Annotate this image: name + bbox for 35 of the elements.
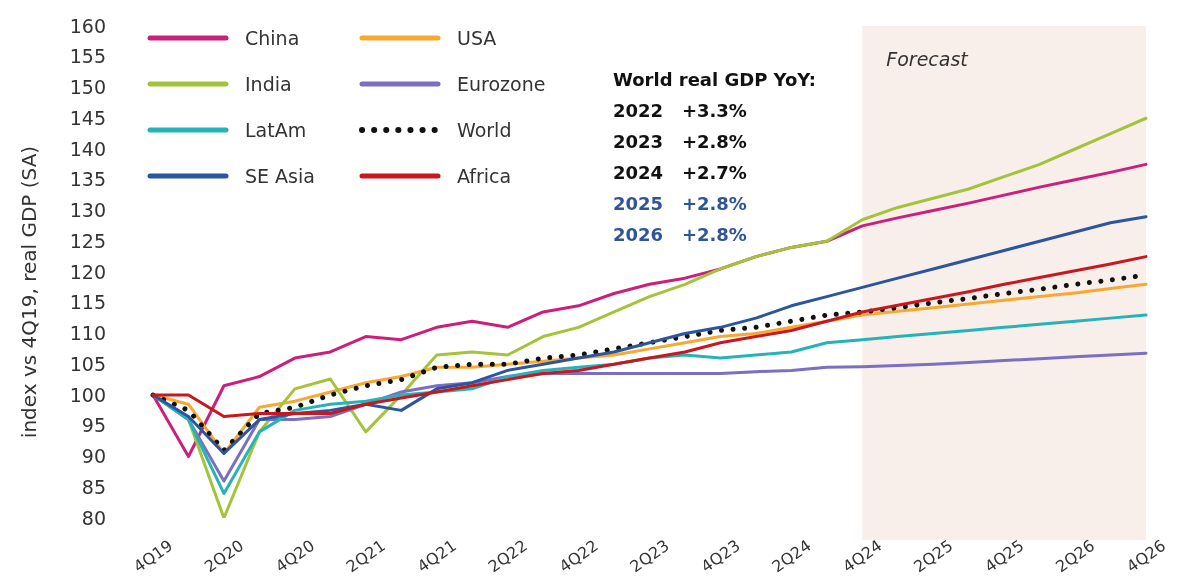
y-tick-label: 160 [69, 14, 106, 37]
y-tick-label: 155 [69, 45, 106, 68]
y-tick-label: 150 [69, 76, 106, 99]
legend-label: Africa [457, 164, 512, 187]
legend-label: India [245, 72, 292, 95]
legend-label: LatAm [245, 118, 307, 141]
y-tick-label: 140 [69, 137, 106, 160]
annotation: World real GDP YoY: [613, 69, 817, 90]
legend-label: USA [457, 26, 497, 49]
line-series [151, 215, 1148, 455]
annotation: 2024 +2.7% [613, 162, 747, 183]
annotation: 2026 +2.8% [613, 224, 747, 245]
y-tick-label: 80 [81, 506, 106, 529]
y-tick-label: 125 [69, 229, 106, 252]
legend-label: SE Asia [245, 164, 315, 187]
y-tick-label: 90 [81, 445, 106, 468]
legend-label: China [245, 26, 300, 49]
y-tick-label: 105 [69, 352, 106, 375]
band-label: Forecast [886, 48, 970, 70]
y-tick-label: 115 [69, 291, 106, 314]
y-tick-label: 135 [69, 168, 106, 191]
y-axis-title: index vs 4Q19, real GDP (SA) [17, 145, 41, 439]
y-tick-label: 120 [69, 260, 106, 283]
y-tick-label: 95 [81, 414, 106, 437]
line-series [151, 255, 1148, 419]
y-tick-label: 130 [69, 199, 106, 222]
legend-label: Eurozone [457, 72, 546, 95]
y-tick-label: 85 [81, 475, 106, 498]
annotation: 2023 +2.8% [613, 131, 747, 152]
legend-label: World [457, 118, 512, 141]
y-tick-label: 110 [69, 322, 106, 345]
y-tick-label: 145 [69, 106, 106, 129]
annotation: 2025 +2.8% [613, 193, 747, 214]
annotation: 2022 +3.3% [613, 100, 747, 121]
y-tick-label: 100 [69, 383, 106, 406]
